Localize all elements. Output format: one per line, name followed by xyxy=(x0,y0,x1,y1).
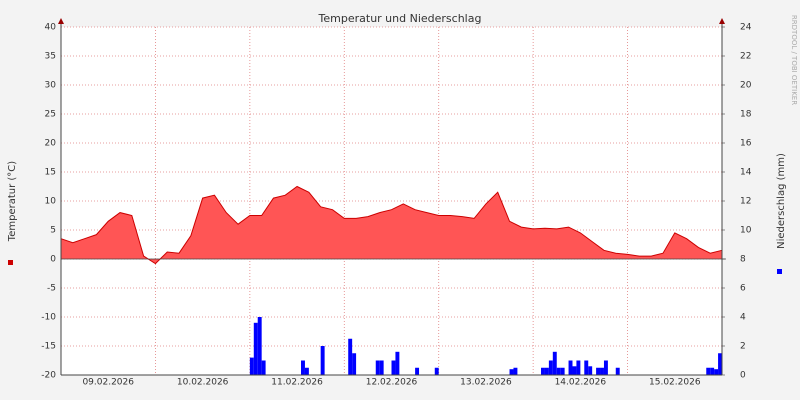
y2-tick-label: 12 xyxy=(740,197,751,207)
precipitation-bar xyxy=(588,366,593,375)
precipitation-bar xyxy=(603,360,608,375)
precipitation-bar xyxy=(249,357,254,375)
precipitation-bar xyxy=(706,367,711,375)
precipitation-bar xyxy=(509,369,514,375)
y-tick-label: 25 xyxy=(45,110,56,120)
precipitation-bar xyxy=(576,360,581,375)
precipitation-bar xyxy=(257,317,262,375)
precipitation-bar xyxy=(375,360,380,375)
y2-tick-label: 22 xyxy=(740,52,751,62)
precipitation-bar xyxy=(379,360,384,375)
temperature-line xyxy=(60,185,723,265)
precipitation-bar xyxy=(541,367,545,375)
y2-tick-label: 4 xyxy=(740,313,746,323)
x-tick-label: 10.02.2026 xyxy=(177,378,229,388)
x-tick-label: 13.02.2026 xyxy=(460,378,512,388)
axis-arrow xyxy=(719,18,725,24)
precipitation-bar xyxy=(560,367,565,375)
precipitation-bar xyxy=(710,367,715,375)
precipitation-bar xyxy=(548,360,553,375)
axis-arrow xyxy=(58,18,64,24)
x-tick-label: 14.02.2026 xyxy=(555,378,607,388)
y2-tick-label: 24 xyxy=(740,23,752,33)
precipitation-bar xyxy=(584,360,589,375)
y-tick-label: 15 xyxy=(45,168,56,178)
x-tick-label: 11.02.2026 xyxy=(271,378,323,388)
precipitation-bar xyxy=(301,360,305,375)
y2-tick-label: 20 xyxy=(740,81,752,91)
precipitation-bar xyxy=(714,369,719,375)
watermark: RRDTOOL / TOBI OETIKER xyxy=(790,15,798,105)
y2-tick-label: 0 xyxy=(740,371,746,381)
precipitation-bar xyxy=(596,367,601,375)
y-tick-label: -15 xyxy=(41,342,56,352)
y-tick-label: 5 xyxy=(50,226,56,236)
y-tick-label: 30 xyxy=(45,81,57,91)
x-tick-label: 15.02.2026 xyxy=(649,378,701,388)
precipitation-bar xyxy=(600,367,604,375)
temperature-area xyxy=(61,186,722,264)
precipitation-bar xyxy=(395,351,400,375)
precipitation-bar xyxy=(304,367,309,375)
precipitation-bar xyxy=(352,353,357,375)
precipitation-bar xyxy=(552,351,557,375)
precipitation-bar xyxy=(415,367,420,375)
y2-tick-label: 18 xyxy=(740,110,752,120)
precipitation-bar xyxy=(718,353,722,375)
precipitation-bar xyxy=(615,367,620,375)
x-tick-label: 09.02.2026 xyxy=(82,378,134,388)
y-tick-label: 20 xyxy=(45,139,57,149)
y-tick-label: 35 xyxy=(45,52,56,62)
precipitation-bar xyxy=(544,367,549,375)
precipitation-bar xyxy=(320,346,325,375)
y-tick-label: -5 xyxy=(47,284,56,294)
y2-tick-label: 8 xyxy=(740,255,746,265)
y-tick-label: -20 xyxy=(41,371,56,381)
precipitation-bar xyxy=(391,360,396,375)
y-tick-label: -10 xyxy=(41,313,56,323)
precipitation-bar xyxy=(513,367,518,375)
precipitation-bar xyxy=(556,367,561,375)
y-axis-label: Temperatur (°C) xyxy=(7,161,18,242)
x-tick-label: 12.02.2026 xyxy=(366,378,418,388)
chart-title: Temperatur und Niederschlag xyxy=(318,12,482,25)
legend-swatch xyxy=(777,269,782,274)
y2-tick-label: 16 xyxy=(740,139,752,149)
legend-swatch xyxy=(8,260,13,265)
precipitation-bar xyxy=(348,338,353,375)
y2-tick-label: 6 xyxy=(740,284,746,294)
y-tick-label: 0 xyxy=(50,255,56,265)
y2-tick-label: 2 xyxy=(740,342,746,352)
y-tick-label: 40 xyxy=(45,23,57,33)
y2-tick-label: 10 xyxy=(740,226,752,236)
precipitation-bar xyxy=(568,360,573,375)
precipitation-bar xyxy=(434,367,439,375)
precipitation-bar xyxy=(572,366,577,375)
precipitation-bar xyxy=(253,322,258,375)
y2-tick-label: 14 xyxy=(740,168,752,178)
y-tick-label: 10 xyxy=(45,197,57,207)
y2-axis-label: Niederschlag (mm) xyxy=(776,153,787,249)
precipitation-bar xyxy=(261,360,266,375)
